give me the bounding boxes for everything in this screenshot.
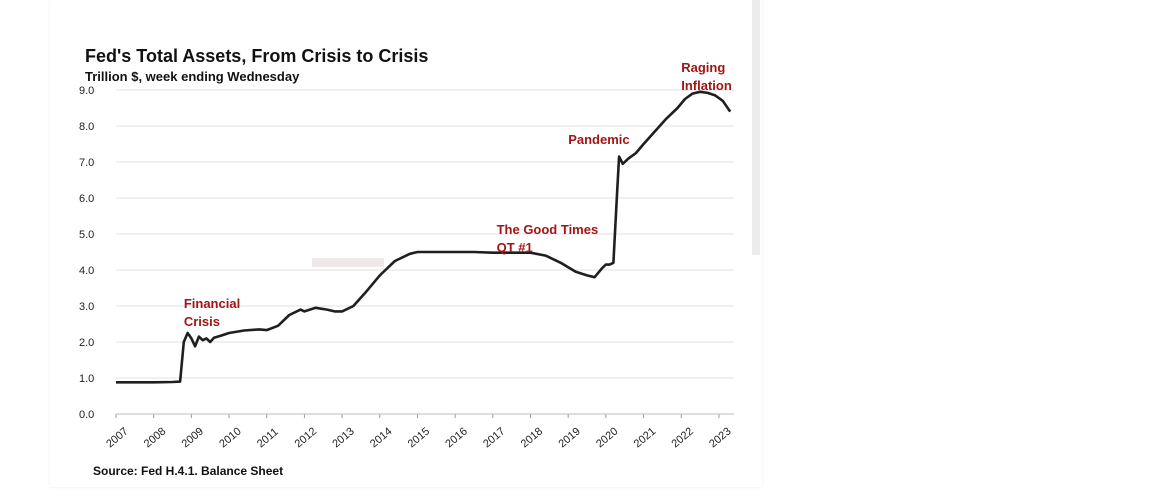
chart-subtitle: Trillion $, week ending Wednesday [85,69,300,84]
series-line-0 [116,90,732,384]
chart-svg: Fed's Total Assets, From Crisis to Crisi… [50,0,762,487]
annotation-label: Financial Crisis [184,296,240,329]
y-tick-label: 4.0 [79,265,94,277]
grid-lines [116,89,734,415]
y-tick-label: 0.0 [79,409,94,421]
y-tick-label: 2.0 [79,337,94,349]
chart-background [50,0,762,487]
y-axis: 0.0 1.0 2.0 3.0 4.0 5.0 6.0 7.0 8.0 9.0 [79,85,94,421]
series-layer [116,90,732,384]
annotations-layer: Financial Crisis The Good Times QT #1 Pandem… [184,60,732,329]
chart-title: Fed's Total Assets, From Crisis to Crisi… [85,46,428,66]
chart-card: Fed's Total Assets, From Crisis to Crisi… [50,0,762,487]
y-tick-label: 6.0 [79,193,94,205]
annotation-label: Raging Inflation [681,60,732,93]
annotation-label: The Good Times QT #1 [497,222,599,255]
y-tick-label: 9.0 [79,85,94,97]
watermark-smudge [312,258,384,267]
y-tick-label: 7.0 [79,157,94,169]
y-tick-label: 3.0 [79,301,94,313]
y-tick-label: 1.0 [79,373,94,385]
source-note: Source: Fed H.4.1. Balance Sheet [93,464,283,478]
annotation-label: Pandemic [568,132,629,147]
page-scrollbar[interactable] [752,0,760,255]
y-tick-label: 5.0 [79,229,94,241]
y-tick-label: 8.0 [79,121,94,133]
